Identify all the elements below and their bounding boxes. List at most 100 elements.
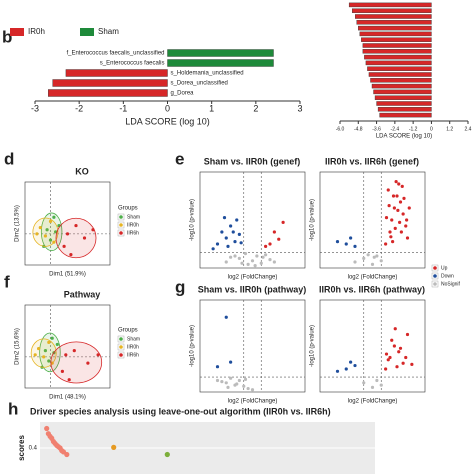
point <box>233 240 237 244</box>
point <box>335 240 340 244</box>
plot-area <box>319 171 426 269</box>
y-axis-label: scores <box>17 435 26 461</box>
point <box>353 260 357 264</box>
point <box>366 253 370 257</box>
x-tick-label: -3.6 <box>372 126 381 132</box>
y-axis-label: -log10 (p-value) <box>190 199 196 241</box>
x-axis-label: LDA SCORE (log 10) <box>376 134 432 140</box>
point <box>50 336 54 340</box>
point <box>405 332 410 337</box>
legend-dot <box>119 215 123 219</box>
point <box>62 244 66 248</box>
legend-label: Down <box>441 273 454 279</box>
point <box>261 255 265 259</box>
point <box>38 226 42 230</box>
point <box>64 451 70 458</box>
x-axis-label: log2 (FoldChange) <box>228 275 278 281</box>
point <box>82 236 87 240</box>
chart-title: Driver species analysis using leave-one-… <box>30 406 331 416</box>
point <box>402 196 406 200</box>
group-ellipse <box>55 217 97 259</box>
point <box>48 238 53 242</box>
point <box>396 208 400 212</box>
point <box>250 259 255 263</box>
point <box>67 378 71 382</box>
x-tick-label: 0 <box>430 126 433 132</box>
point <box>281 220 285 224</box>
point <box>86 361 90 365</box>
legend-label: IIR6h <box>127 230 139 236</box>
point <box>388 355 392 360</box>
point <box>407 206 411 210</box>
bar <box>373 89 432 95</box>
point <box>60 369 64 373</box>
point <box>397 350 401 354</box>
point <box>69 253 73 257</box>
legend-dot <box>433 274 437 278</box>
y-tick-label: 0.4 <box>29 446 38 452</box>
point <box>393 226 397 230</box>
point <box>253 264 257 268</box>
bar <box>368 72 432 77</box>
point <box>96 353 100 357</box>
category-label: g_Dorea <box>171 91 195 97</box>
x-tick-label: 1.2 <box>446 126 453 132</box>
point <box>389 235 393 239</box>
x-tick-label: 1 <box>209 103 214 113</box>
x-tick-label: 2 <box>253 103 258 113</box>
point <box>44 425 50 432</box>
y-axis-label: -log10 (p-value) <box>190 325 196 367</box>
point <box>349 236 353 240</box>
x-tick-label: -2.4 <box>391 126 400 132</box>
legend-swatch <box>80 28 94 36</box>
x-tick-label: 0 <box>165 103 170 113</box>
point <box>237 378 241 383</box>
point <box>370 262 375 266</box>
legend-label: IIR6h <box>127 352 139 358</box>
point <box>391 240 395 244</box>
legend-label: NoSignif <box>441 281 461 287</box>
point <box>237 256 241 260</box>
point <box>410 362 414 366</box>
point <box>224 260 228 264</box>
point <box>384 352 389 356</box>
bar <box>361 37 432 42</box>
point <box>398 200 403 204</box>
point <box>386 358 390 362</box>
bar <box>348 2 432 8</box>
legend-label: IR0h <box>28 27 45 36</box>
bar <box>359 31 432 37</box>
point <box>229 360 233 364</box>
point <box>224 381 228 385</box>
category-label: s_Holdemania_unclassified <box>171 71 244 77</box>
group-ellipse <box>39 332 61 373</box>
x-axis-label: Dim1 (51.9%) <box>49 272 86 278</box>
legend-dot <box>433 282 437 286</box>
bar <box>371 83 432 89</box>
x-tick-label: -1 <box>119 103 127 113</box>
bar <box>355 14 432 19</box>
point <box>379 259 383 263</box>
legend-label: IIR0h <box>127 222 139 228</box>
point <box>264 244 268 248</box>
point <box>395 194 399 198</box>
point <box>384 242 388 246</box>
plot-area <box>199 299 306 393</box>
point <box>405 236 410 240</box>
point <box>220 380 224 384</box>
chart-title: KO <box>75 166 89 176</box>
point <box>398 220 402 224</box>
point <box>47 340 51 344</box>
point <box>399 230 403 234</box>
point <box>404 355 408 360</box>
point <box>35 232 39 236</box>
point <box>384 216 389 220</box>
point <box>74 223 78 228</box>
point <box>387 204 391 208</box>
panel-letter: g <box>175 277 185 296</box>
point <box>390 338 394 342</box>
legend-swatch <box>10 28 24 36</box>
group-ellipse <box>50 341 103 384</box>
point <box>370 385 375 389</box>
